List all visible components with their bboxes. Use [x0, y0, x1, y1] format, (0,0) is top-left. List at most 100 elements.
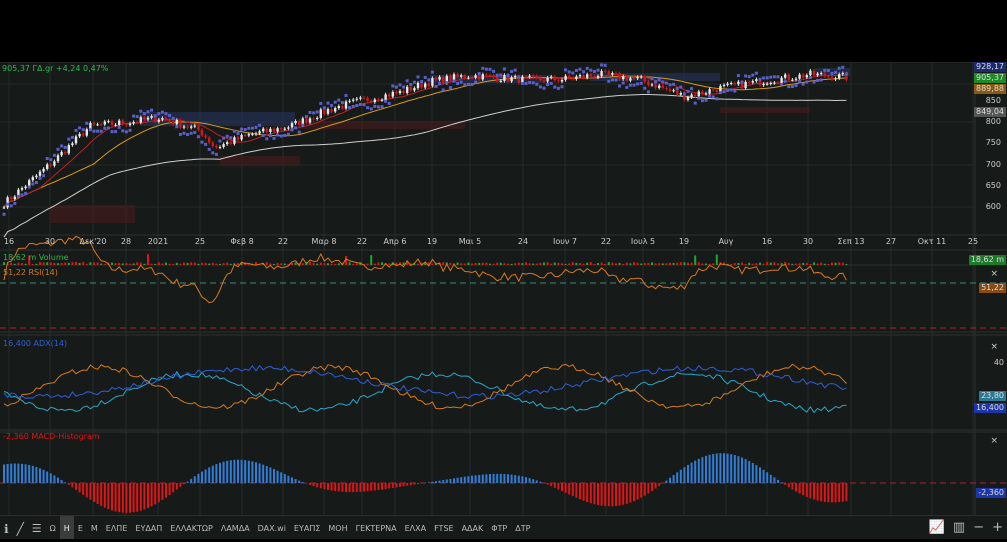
- sar-dot: [550, 82, 553, 85]
- macd-bar: [482, 475, 484, 483]
- indicators-icon[interactable]: ☰: [28, 516, 46, 539]
- macd-close-icon[interactable]: ×: [990, 436, 998, 447]
- sar-dot: [330, 104, 333, 107]
- draw-line-icon[interactable]: ╱: [13, 516, 28, 539]
- zoom-in-icon[interactable]: +: [992, 516, 1003, 540]
- volume-bar: [309, 262, 311, 265]
- candle: [730, 83, 732, 84]
- toolbar-item[interactable]: ΓΕΚΤΕΡΝΑ: [352, 516, 401, 539]
- volume-bar: [273, 264, 275, 265]
- time-tick: Οκτ 11: [918, 237, 947, 246]
- toolbar-item[interactable]: ΕΥΑΠΣ: [290, 516, 324, 539]
- zoom-out-icon[interactable]: −: [973, 516, 984, 540]
- sar-dot: [125, 130, 128, 133]
- time-tick: 2021: [148, 237, 168, 246]
- candle: [593, 76, 595, 77]
- sar-dot: [179, 133, 182, 136]
- macd-bar: [752, 463, 754, 483]
- time-tick: 30: [803, 237, 813, 246]
- macd-bar: [125, 483, 127, 513]
- toolbar-item[interactable]: ΑΔΑΚ: [458, 516, 488, 539]
- candle: [3, 207, 5, 208]
- info-icon[interactable]: ℹ: [0, 516, 13, 539]
- toolbar-item[interactable]: Μ: [87, 516, 102, 539]
- toolbar-item[interactable]: ΛΑΜΔΑ: [217, 516, 254, 539]
- volume-bar: [543, 262, 545, 265]
- toolbar-item[interactable]: ΕΥΔΑΠ: [131, 516, 166, 539]
- volume-bar: [619, 263, 621, 265]
- volume-bar: [827, 264, 829, 265]
- volume-bar: [356, 263, 358, 265]
- macd-bar: [536, 480, 538, 483]
- volume-bar: [532, 264, 534, 265]
- volume-bar: [115, 263, 117, 265]
- toolbar-item[interactable]: ΜΟΗ: [324, 516, 351, 539]
- sar-dot: [193, 131, 196, 134]
- sar-dot: [658, 78, 661, 81]
- macd-bar: [611, 483, 613, 506]
- toolbar-item[interactable]: ΕΛΛΑΚΤΩΡ: [166, 516, 217, 539]
- toolbar-item[interactable]: ΔΤΡ: [511, 516, 534, 539]
- candle: [57, 155, 59, 161]
- macd-bar: [568, 483, 570, 494]
- macd-bar: [374, 483, 376, 490]
- candle: [438, 77, 440, 80]
- bar-chart-icon[interactable]: ▥: [953, 516, 965, 540]
- macd-bar: [471, 476, 473, 483]
- macd-bar: [190, 479, 192, 483]
- macd-bar: [50, 473, 52, 483]
- volume-bar: [215, 264, 217, 265]
- macd-bar: [435, 481, 437, 483]
- time-tick: Δεκ'20: [80, 237, 107, 246]
- macd-bar: [392, 483, 394, 488]
- sar-dot: [93, 130, 96, 133]
- sar-dot: [291, 128, 294, 131]
- toolbar-item[interactable]: Ω: [46, 516, 60, 539]
- chart-type-icon[interactable]: 📈: [929, 516, 945, 540]
- volume-bar: [734, 263, 736, 265]
- candle: [496, 77, 498, 81]
- candle: [442, 77, 444, 83]
- toolbar-item[interactable]: DAX.wi: [254, 516, 290, 539]
- time-tick: 25: [195, 237, 205, 246]
- sar-dot: [838, 67, 841, 70]
- toolbar-item[interactable]: ΦΤΡ: [487, 516, 511, 539]
- toolbar-item[interactable]: ΕΛΧΑ: [401, 516, 430, 539]
- toolbar-item[interactable]: FTSE: [430, 516, 457, 539]
- candle: [723, 85, 725, 86]
- sar-dot: [741, 81, 744, 84]
- sar-dot: [723, 90, 726, 93]
- volume-bar: [64, 263, 66, 265]
- sar-dot: [445, 81, 448, 84]
- macd-bar: [827, 483, 829, 502]
- macd-bar: [82, 483, 84, 495]
- rsi-close-icon[interactable]: ×: [990, 269, 998, 280]
- candle: [834, 78, 836, 79]
- sar-dot: [755, 72, 758, 75]
- candle: [338, 106, 340, 108]
- adx-close-icon[interactable]: ×: [990, 342, 998, 353]
- volume-bar: [284, 264, 286, 265]
- toolbar-item[interactable]: Ε: [74, 516, 87, 539]
- candle: [500, 81, 502, 82]
- macd-bar: [572, 483, 574, 496]
- candle: [816, 74, 818, 76]
- macd-bar: [313, 483, 315, 486]
- sar-dot: [672, 83, 675, 86]
- volume-bar: [802, 263, 804, 265]
- toolbar-item[interactable]: ΕΛΠΕ: [102, 516, 132, 539]
- sar-dot: [474, 81, 477, 84]
- macd-bar: [302, 482, 304, 483]
- toolbar-item[interactable]: Η: [60, 516, 74, 539]
- volume-bar: [835, 263, 837, 265]
- candle: [489, 75, 491, 76]
- sar-dot: [139, 110, 142, 113]
- candle: [201, 130, 203, 135]
- volume-bar: [143, 264, 145, 265]
- volume-bar: [845, 264, 847, 265]
- volume-bar: [151, 264, 153, 265]
- chart-canvas[interactable]: [0, 62, 1007, 515]
- macd-bar: [453, 478, 455, 483]
- candle: [323, 109, 325, 113]
